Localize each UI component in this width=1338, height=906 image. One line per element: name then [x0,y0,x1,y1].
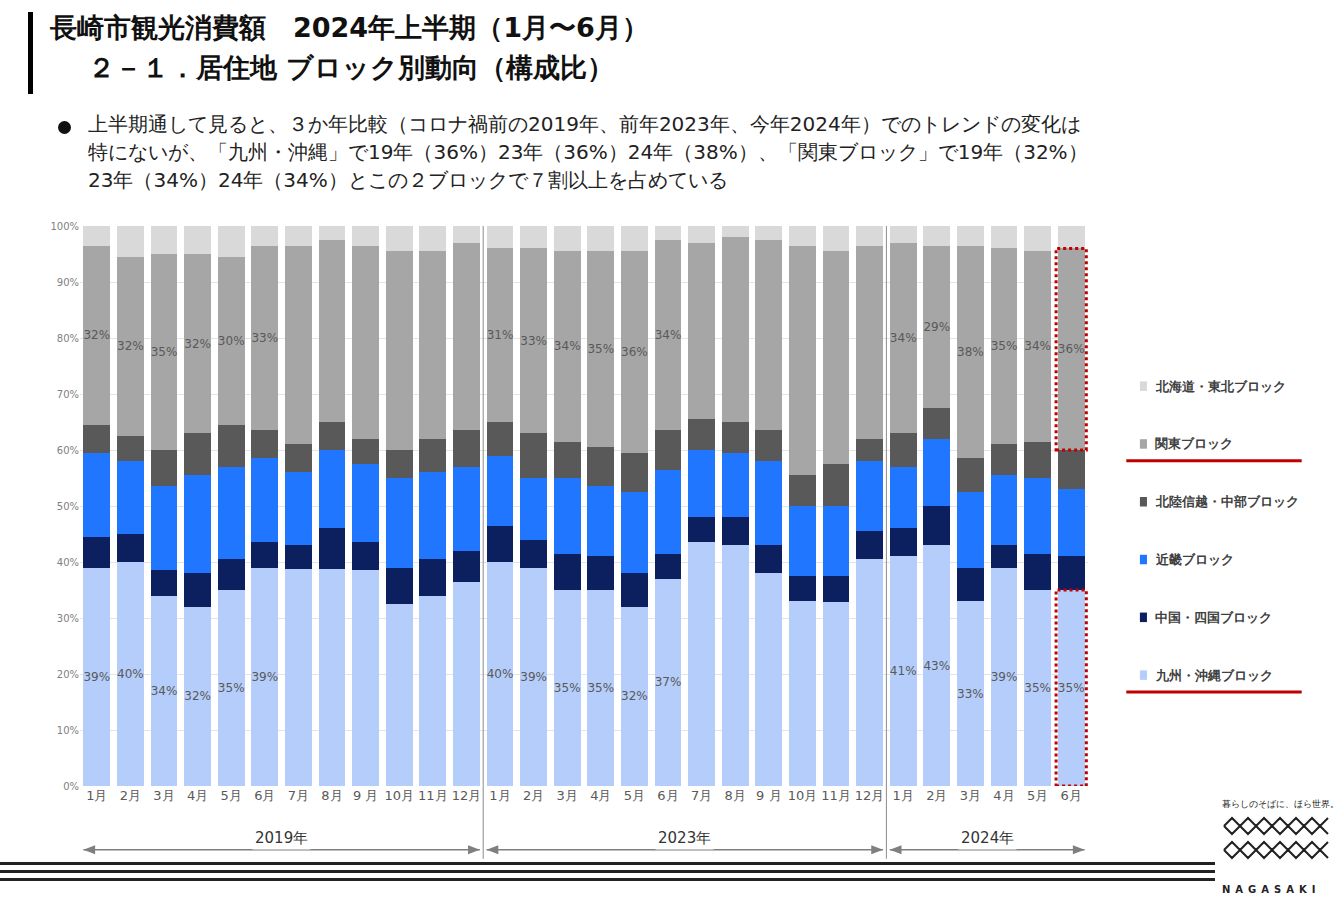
svg-text:2019年: 2019年 [255,829,308,847]
svg-text:11月: 11月 [821,788,851,803]
svg-text:39%: 39% [520,670,547,684]
svg-text:近畿ブロック: 近畿ブロック [1155,552,1234,567]
svg-text:10月: 10月 [788,788,818,803]
svg-text:35%: 35% [218,681,245,695]
svg-text:40%: 40% [487,667,514,681]
svg-text:11月: 11月 [418,788,448,803]
html-text:NAGASAKI: NAGASAKI [1222,884,1321,895]
svg-text:32%: 32% [184,689,211,703]
svg-text:2024年: 2024年 [961,829,1014,847]
svg-text:30%: 30% [57,613,79,624]
svg-text:3月: 3月 [557,788,578,803]
svg-text:6月: 6月 [254,788,275,803]
svg-text:35%: 35% [151,345,178,359]
svg-text:9 月: 9 月 [353,788,378,803]
svg-text:4月: 4月 [187,788,208,803]
svg-text:39%: 39% [991,670,1018,684]
svg-text:90%: 90% [57,277,79,288]
svg-text:中国・四国ブロック: 中国・四国ブロック [1155,610,1272,625]
svg-text:41%: 41% [890,664,917,678]
svg-text:10月: 10月 [384,788,414,803]
svg-text:5月: 5月 [1027,788,1048,803]
svg-text:0%: 0% [63,781,79,792]
svg-text:北陸信越・中部ブロック: 北陸信越・中部ブロック [1155,494,1299,509]
svg-text:8月: 8月 [725,788,746,803]
svg-text:35%: 35% [991,339,1018,353]
svg-text:38%: 38% [957,345,984,359]
svg-text:3月: 3月 [960,788,981,803]
svg-text:32%: 32% [184,337,211,351]
svg-text:3月: 3月 [153,788,174,803]
svg-text:4月: 4月 [590,788,611,803]
svg-text:36%: 36% [1058,342,1085,356]
svg-text:1月: 1月 [893,788,914,803]
svg-text:70%: 70% [57,389,79,400]
svg-text:9 月: 9 月 [756,788,781,803]
svg-text:12月: 12月 [855,788,885,803]
svg-text:北海道・東北ブロック: 北海道・東北ブロック [1155,379,1286,394]
svg-text:12月: 12月 [452,788,482,803]
svg-text:4月: 4月 [993,788,1014,803]
svg-text:35%: 35% [1024,681,1051,695]
svg-text:32%: 32% [117,339,144,353]
svg-text:34%: 34% [554,339,581,353]
svg-text:2023年: 2023年 [658,829,711,847]
svg-text:20%: 20% [57,669,79,680]
svg-text:8月: 8月 [321,788,342,803]
svg-text:32%: 32% [621,689,648,703]
svg-text:35%: 35% [1058,681,1085,695]
svg-text:40%: 40% [57,557,79,568]
svg-text:5月: 5月 [624,788,645,803]
svg-text:関東ブロック: 関東ブロック [1155,436,1233,451]
svg-text:34%: 34% [890,331,917,345]
svg-text:九州・沖縄ブロック: 九州・沖縄ブロック [1155,668,1273,683]
svg-text:10%: 10% [57,725,79,736]
svg-text:2月: 2月 [523,788,544,803]
svg-text:40%: 40% [117,667,144,681]
svg-text:37%: 37% [655,675,682,689]
svg-text:34%: 34% [655,328,682,342]
svg-text:33%: 33% [957,687,984,701]
svg-text:30%: 30% [218,334,245,348]
svg-text:7月: 7月 [691,788,712,803]
svg-text:50%: 50% [57,501,79,512]
svg-text:2月: 2月 [926,788,947,803]
svg-text:36%: 36% [621,345,648,359]
svg-text:80%: 80% [57,333,79,344]
svg-text:1月: 1月 [86,788,107,803]
html-text:上半期通して見ると、３か年比較（コロナ禍前の2019年、前年: 上半期通して見ると、３か年比較（コロナ禍前の2019年、前年2023年、今年20… [88,112,1088,192]
svg-text:35%: 35% [587,681,614,695]
svg-text:100%: 100% [50,221,79,232]
svg-text:2月: 2月 [120,788,141,803]
svg-text:7月: 7月 [288,788,309,803]
svg-text:6月: 6月 [657,788,678,803]
svg-text:1月: 1月 [489,788,510,803]
svg-text:35%: 35% [587,342,614,356]
svg-text:34%: 34% [1024,339,1051,353]
svg-text:32%: 32% [83,328,110,342]
svg-text:43%: 43% [923,659,950,673]
svg-text:31%: 31% [487,328,514,342]
svg-text:34%: 34% [151,684,178,698]
svg-text:39%: 39% [83,670,110,684]
svg-text:6月: 6月 [1061,788,1082,803]
svg-text:35%: 35% [554,681,581,695]
svg-text:29%: 29% [923,320,950,334]
svg-text:39%: 39% [251,670,278,684]
svg-text:33%: 33% [251,331,278,345]
html-text:２－１．居住地 ブロック別動向（構成比）: ２－１．居住地 ブロック別動向（構成比） [88,52,615,83]
html-text:暮らしのそばに、ほら世界。: 暮らしのそばに、ほら世界。 [1222,799,1338,809]
html-text:長崎市観光消費額 2024年上半期（1月〜6月）: 長崎市観光消費額 2024年上半期（1月〜6月） [50,12,649,43]
svg-text:33%: 33% [520,334,547,348]
svg-text:5月: 5月 [221,788,242,803]
svg-text:60%: 60% [57,445,79,456]
